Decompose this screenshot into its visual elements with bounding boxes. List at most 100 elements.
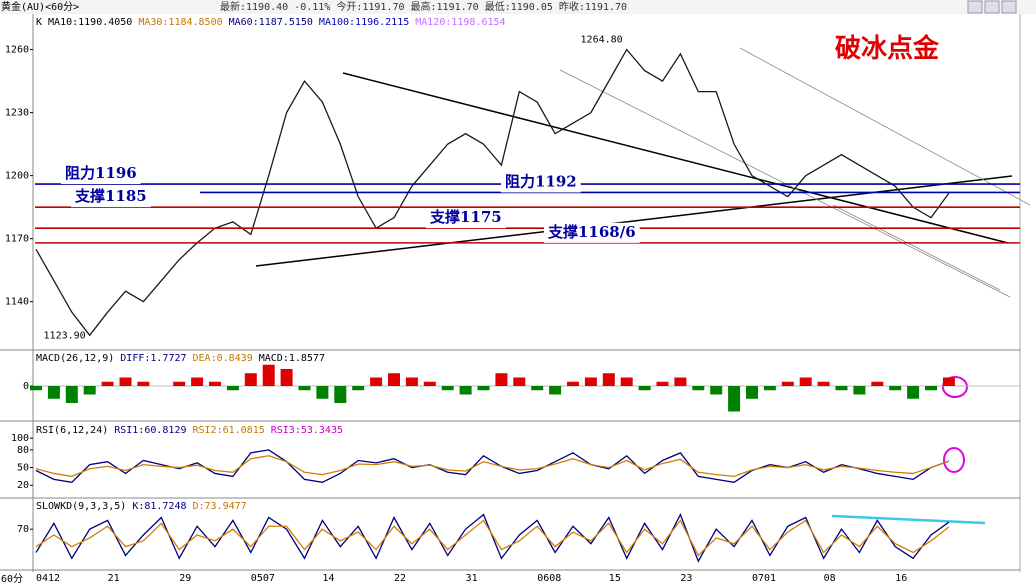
bar bbox=[871, 381, 884, 386]
series-line bbox=[35, 48, 950, 337]
bar bbox=[65, 386, 78, 403]
y-tick-label: 50 bbox=[17, 463, 29, 474]
level-label: 支撑1185 bbox=[74, 187, 147, 205]
x-tick-label: 21 bbox=[108, 573, 120, 584]
bar bbox=[763, 386, 776, 391]
readout: K:81.7248 bbox=[132, 501, 186, 512]
price-annotation: 1123.90 bbox=[44, 331, 86, 342]
readout: MA100:1196.2115 bbox=[319, 17, 409, 28]
bar bbox=[47, 386, 60, 399]
level-label: 阻力1196 bbox=[65, 164, 137, 182]
readout: RSI2:61.0815 bbox=[193, 425, 265, 436]
panel-label: RSI(6,12,24) bbox=[36, 425, 108, 436]
series-line bbox=[35, 519, 950, 557]
y-tick-label: 100 bbox=[11, 433, 29, 444]
label-bg bbox=[501, 172, 581, 193]
x-tick-label: 31 bbox=[466, 573, 478, 584]
bar bbox=[656, 381, 669, 386]
bar bbox=[370, 377, 383, 386]
bar bbox=[83, 386, 96, 395]
panel-label: MACD(26,12,9) bbox=[36, 353, 114, 364]
y-tick-label: 70 bbox=[17, 524, 29, 535]
x-tick-label: 29 bbox=[179, 573, 191, 584]
bar bbox=[602, 373, 615, 386]
bar bbox=[316, 386, 329, 399]
readout: MA120:1198.6154 bbox=[415, 17, 505, 28]
bar bbox=[226, 386, 239, 391]
chart-title: 破冰点金 bbox=[835, 33, 940, 64]
bar bbox=[531, 386, 544, 391]
readout: MA60:1187.5150 bbox=[229, 17, 313, 28]
y-tick-label: 1260 bbox=[5, 45, 29, 56]
period: 60分 bbox=[1, 573, 23, 585]
bar bbox=[334, 386, 347, 403]
panel-label: SLOWKD(9,3,3,5) bbox=[36, 501, 126, 512]
series-line bbox=[35, 455, 950, 478]
x-tick-label: 22 bbox=[394, 573, 406, 584]
y-tick-label: 1230 bbox=[5, 108, 29, 119]
bar bbox=[388, 373, 400, 386]
bar bbox=[30, 386, 42, 391]
price-annotation: 1264.80 bbox=[581, 35, 623, 46]
bar bbox=[298, 386, 311, 391]
bar bbox=[853, 386, 866, 395]
bar bbox=[101, 381, 114, 386]
x-tick-label: 23 bbox=[680, 573, 692, 584]
bar bbox=[907, 386, 920, 399]
y-tick-label: 1200 bbox=[5, 171, 29, 182]
bar bbox=[549, 386, 562, 395]
x-tick-label: 16 bbox=[895, 573, 907, 584]
bar bbox=[692, 386, 705, 391]
bar bbox=[280, 369, 293, 386]
readout: RSI1:60.8129 bbox=[114, 425, 186, 436]
bar bbox=[441, 386, 454, 391]
level-label: 支撑1175 bbox=[429, 208, 502, 226]
bar bbox=[459, 386, 472, 395]
bar bbox=[835, 386, 848, 391]
bar bbox=[191, 377, 204, 386]
x-tick-label: 15 bbox=[609, 573, 621, 584]
label-bg bbox=[544, 222, 640, 243]
nav-button[interactable] bbox=[984, 0, 1000, 14]
x-tick-label: 0608 bbox=[537, 573, 561, 584]
y-tick-label: 1170 bbox=[5, 234, 29, 245]
bar bbox=[262, 364, 275, 386]
label-bg bbox=[71, 187, 151, 208]
bar bbox=[889, 386, 902, 391]
x-tick-label: 14 bbox=[322, 573, 334, 584]
readout: MA30:1184.8500 bbox=[138, 17, 222, 28]
bar bbox=[781, 381, 794, 386]
bar bbox=[942, 377, 955, 386]
bar bbox=[477, 386, 490, 391]
bar bbox=[710, 386, 723, 395]
nav-button[interactable] bbox=[967, 0, 983, 14]
readout: MACD:1.8577 bbox=[259, 353, 325, 364]
bar bbox=[137, 381, 150, 386]
bar bbox=[173, 381, 186, 386]
readout: DEA:0.8439 bbox=[193, 353, 253, 364]
readout: D:73.9477 bbox=[193, 501, 247, 512]
bar bbox=[405, 377, 418, 386]
symbol: 黄金(AU)<60分> bbox=[1, 0, 79, 13]
readout: MA10:1190.4050 bbox=[48, 17, 132, 28]
nav-button[interactable] bbox=[1001, 0, 1017, 14]
bar bbox=[584, 377, 597, 386]
level-label: 支撑1168/6 bbox=[547, 223, 636, 241]
readout: RSI3:53.3435 bbox=[271, 425, 343, 436]
x-tick-label: 0701 bbox=[752, 573, 776, 584]
bar bbox=[674, 377, 687, 386]
label-bg bbox=[426, 208, 506, 229]
y-tick-label: 80 bbox=[17, 445, 29, 456]
bar bbox=[799, 377, 812, 386]
label-bg bbox=[61, 164, 141, 185]
bar bbox=[817, 381, 830, 386]
bar bbox=[209, 381, 221, 386]
bar bbox=[746, 386, 758, 399]
bar bbox=[567, 381, 579, 386]
bar bbox=[513, 377, 526, 386]
panel-label: K bbox=[36, 17, 42, 28]
bar bbox=[423, 381, 436, 386]
bar bbox=[119, 377, 132, 386]
bar bbox=[638, 386, 651, 391]
